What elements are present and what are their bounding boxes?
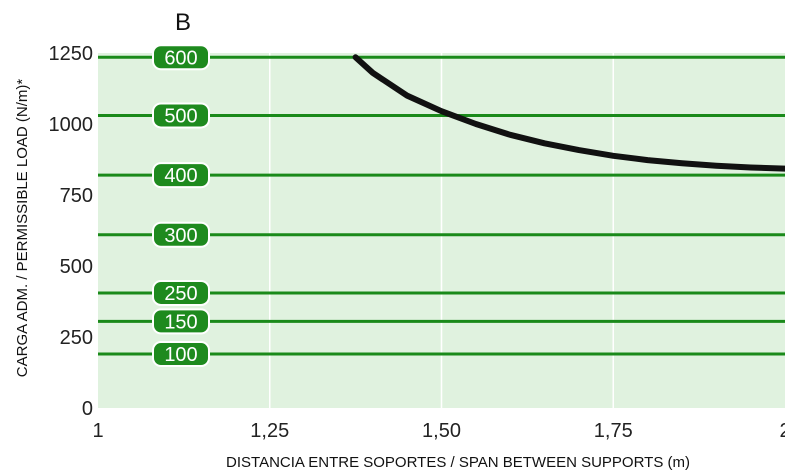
load-badge-box (152, 221, 210, 248)
level-lines-layer (98, 55, 785, 356)
x-tick-label: 1,75 (594, 420, 633, 442)
load-badge: 600 (152, 44, 210, 71)
load-badge-label: 150 (164, 311, 197, 333)
x-tick-label: 1,25 (250, 420, 289, 442)
y-tick-label: 0 (82, 398, 93, 420)
load-badge-label: 250 (164, 283, 197, 305)
load-badge-label: 600 (164, 47, 197, 69)
load-badge-box (152, 102, 210, 129)
x-tick-label: 2 (779, 420, 785, 442)
y-axis-title: CARGA ADM. / PERMISSIBLE LOAD (N/m)* (14, 79, 31, 378)
panel-label: B (175, 9, 191, 36)
tick-layer: 1 1,25 1,50 1,75 2 0 250 500 750 1000 1250 (49, 43, 785, 442)
load-badge-label: 400 (164, 165, 197, 187)
load-badge: 300 (152, 221, 210, 248)
load-badge: 100 (152, 341, 210, 368)
y-tick-label: 750 (60, 185, 93, 207)
curve-layer (352, 54, 785, 172)
load-badge: 150 (152, 308, 210, 335)
capacity-curve (352, 54, 785, 172)
badge-layer: 600 500 400 300 250 150 100 (152, 44, 210, 368)
x-tick-label: 1 (92, 420, 103, 442)
load-badge-box (152, 44, 210, 71)
load-badge-label: 100 (164, 344, 197, 366)
y-tick-label: 1250 (49, 43, 94, 65)
load-badge-label: 300 (164, 225, 197, 247)
load-badge: 400 (152, 162, 210, 189)
load-badge-box (152, 279, 210, 306)
load-badge-label: 500 (164, 105, 197, 127)
y-tick-label: 1000 (49, 114, 94, 136)
load-badge-box (152, 341, 210, 368)
load-badge: 500 (152, 102, 210, 129)
y-tick-label: 250 (60, 327, 93, 349)
load-badge-box (152, 308, 210, 335)
x-tick-label: 1,50 (422, 420, 461, 442)
load-badge-box (152, 162, 210, 189)
x-axis-title: DISTANCIA ENTRE SOPORTES / SPAN BETWEEN … (226, 454, 690, 471)
y-tick-label: 500 (60, 256, 93, 278)
load-badge: 250 (152, 279, 210, 306)
